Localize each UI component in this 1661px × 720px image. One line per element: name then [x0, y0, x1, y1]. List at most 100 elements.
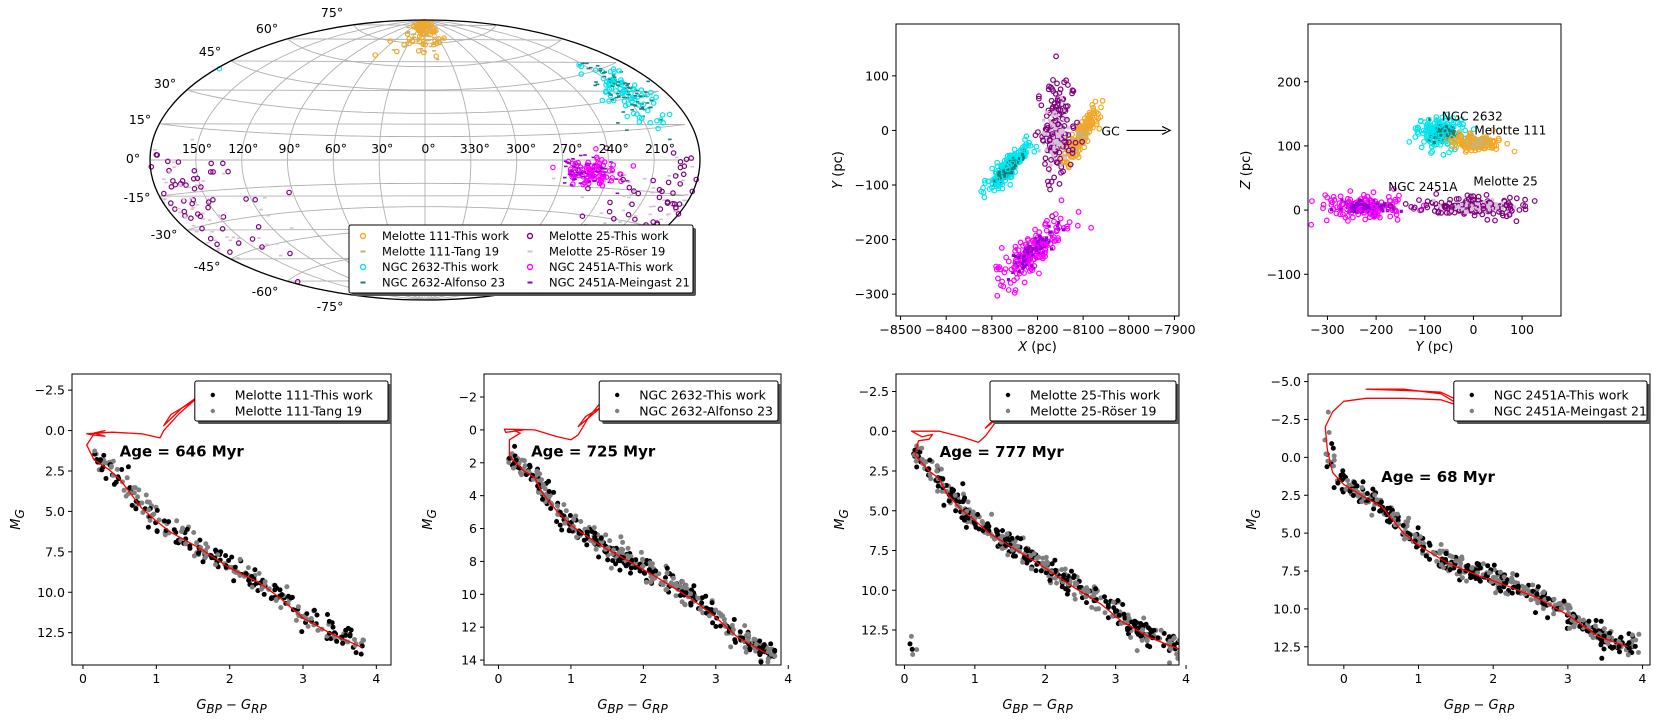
- sky-point: [579, 172, 583, 175]
- data-point: [641, 570, 647, 576]
- sky-point: [593, 164, 597, 166]
- data-point: [1599, 655, 1605, 661]
- data-point: [1447, 567, 1453, 573]
- data-point: [119, 467, 125, 472]
- sky-point: [625, 84, 629, 87]
- data-point: [1144, 636, 1150, 642]
- data-point: [998, 179, 1004, 186]
- data-point: [1020, 262, 1024, 266]
- data-point: [1021, 270, 1027, 276]
- y-tick-label: 7.5: [1281, 564, 1301, 579]
- data-point: [718, 623, 723, 629]
- data-point: [1074, 119, 1080, 126]
- x-axis-label: GBP − GRP: [196, 698, 267, 716]
- sky-point: [602, 173, 606, 176]
- sky-point: [213, 239, 217, 242]
- data-point: [743, 649, 749, 655]
- skymap-panel: 150° 120° 90° 60° 30° 0° 330° 300° 270° 240° 210°7…: [124, 5, 701, 314]
- sky-point: [618, 221, 622, 223]
- data-point: [1618, 634, 1624, 640]
- lon-tick-label: 30°: [371, 141, 393, 156]
- data-point: [1024, 263, 1029, 267]
- data-point: [1400, 523, 1406, 528]
- sky-point: [207, 235, 214, 242]
- data-point: [1320, 205, 1326, 212]
- sky-point: [644, 107, 651, 114]
- data-point: [699, 600, 705, 606]
- sky-point: [675, 211, 682, 217]
- data-point: [1436, 134, 1440, 138]
- data-point: [1488, 201, 1492, 205]
- data-point: [1433, 141, 1440, 148]
- sky-point: [406, 30, 411, 33]
- sky-point: [206, 241, 210, 244]
- data-point: [679, 599, 685, 605]
- data-point: [304, 611, 310, 617]
- lat-tick-label: 60°: [256, 21, 278, 36]
- sky-point: [593, 154, 600, 161]
- data-point: [1339, 207, 1343, 211]
- data-point: [278, 605, 284, 611]
- data-point: [999, 533, 1005, 539]
- y-tick-label: 7.5: [869, 543, 889, 558]
- x-tick-label: 0: [1469, 322, 1477, 337]
- data-point: [1102, 594, 1107, 600]
- data-point: [1465, 200, 1469, 204]
- legend-marker: [1005, 392, 1011, 398]
- data-point: [1503, 590, 1509, 596]
- sky-point: [220, 214, 227, 220]
- data-point: [629, 557, 635, 563]
- data-point: [970, 511, 976, 517]
- data-point: [1053, 237, 1059, 244]
- data-point: [124, 475, 130, 481]
- data-point: [1050, 108, 1054, 112]
- data-point: [1000, 528, 1005, 534]
- data-point: [1069, 150, 1076, 157]
- data-point: [1057, 86, 1064, 93]
- sky-point: [616, 122, 620, 124]
- sky-point: [592, 67, 599, 73]
- data-point: [1021, 157, 1025, 161]
- data-point: [308, 616, 314, 621]
- data-point: [670, 575, 676, 581]
- sky-point: [168, 200, 174, 206]
- legend-label: Melotte 25-Röser 19: [549, 245, 665, 259]
- sky-point: [649, 96, 655, 103]
- xy-panel: −8500 −8400 −8300 −8200 −8100 −8000 −7900−300−…: [831, 23, 1196, 355]
- axes-frame: [483, 373, 782, 666]
- sky-point: [165, 195, 169, 198]
- data-point: [1099, 97, 1106, 104]
- data-point: [1415, 525, 1421, 531]
- sky-point: [565, 161, 569, 164]
- data-point: [1029, 250, 1033, 254]
- data-point: [1376, 201, 1380, 205]
- sky-point: [603, 222, 607, 224]
- data-point: [1052, 575, 1058, 581]
- data-point: [1074, 148, 1078, 152]
- data-point: [1052, 557, 1058, 563]
- data-point: [592, 530, 598, 536]
- x-axis-var: G: [1444, 698, 1454, 713]
- sky-point: [286, 189, 292, 196]
- sky-point: [620, 176, 626, 183]
- data-point: [1449, 554, 1455, 560]
- sky-point: [629, 95, 635, 102]
- data-point: [1494, 202, 1498, 206]
- data-point: [1491, 567, 1497, 573]
- grid-parallel: [186, 89, 659, 114]
- data-point: [1571, 624, 1577, 630]
- sky-point: [598, 70, 602, 72]
- sky-point: [621, 96, 626, 99]
- data-point: [1121, 611, 1127, 617]
- data-point: [1331, 463, 1336, 469]
- data-point: [1006, 278, 1011, 282]
- data-point: [1350, 206, 1354, 210]
- data-point: [1095, 115, 1101, 122]
- data-point: [343, 632, 349, 638]
- data-point: [1434, 558, 1440, 564]
- data-point: [999, 278, 1006, 285]
- data-point: [1395, 511, 1400, 517]
- data-point: [1007, 171, 1011, 175]
- data-point: [1349, 204, 1353, 208]
- sky-point: [610, 216, 617, 222]
